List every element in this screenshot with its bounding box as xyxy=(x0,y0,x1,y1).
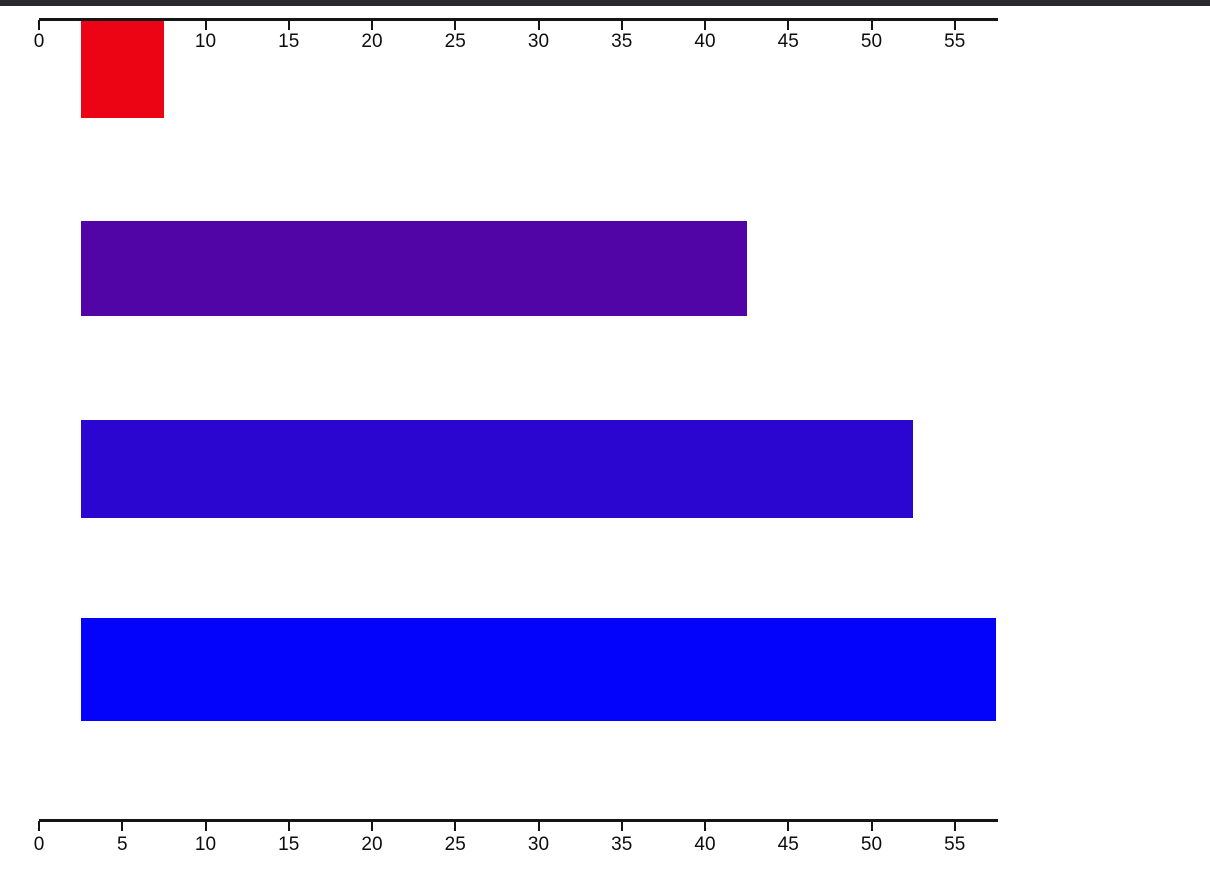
bottom-axis-tick xyxy=(454,821,457,831)
bottom-axis-tick xyxy=(371,821,373,831)
bottom-axis-tick-label: 55 xyxy=(944,834,966,855)
top-axis-tick-label: 20 xyxy=(361,31,383,52)
top-axis-tick xyxy=(38,20,40,30)
top-axis-tick-label: 10 xyxy=(194,31,217,52)
bottom-axis-tick xyxy=(38,821,40,831)
bottom-axis-tick-label: 45 xyxy=(777,834,799,855)
bottom-axis-tick xyxy=(870,821,873,831)
top-axis-tick xyxy=(787,20,790,30)
top-axis-tick xyxy=(287,20,290,30)
bottom-axis-tick xyxy=(787,821,790,831)
top-axis-tick-label: 35 xyxy=(611,31,633,52)
bottom-axis-tick-label: 25 xyxy=(444,834,466,855)
bottom-axis-tick-label: 20 xyxy=(361,834,383,855)
top-axis-tick-label: 40 xyxy=(694,31,716,52)
bottom-axis-tick xyxy=(953,821,956,831)
top-axis-tick xyxy=(870,20,873,30)
bottom-axis-tick-label: 35 xyxy=(611,834,633,855)
window-top-border xyxy=(0,0,1210,6)
top-axis-line xyxy=(39,17,999,21)
top-axis-tick-label: 45 xyxy=(777,31,799,52)
bottom-axis-tick xyxy=(704,821,706,831)
top-axis-tick-label: 0 xyxy=(33,31,45,52)
top-axis-tick xyxy=(537,20,540,30)
bar xyxy=(80,618,997,721)
bottom-axis-tick-label: 50 xyxy=(860,834,883,855)
top-axis-tick xyxy=(953,20,956,30)
top-axis-tick-label: 30 xyxy=(527,31,550,52)
top-axis-tick-label: 50 xyxy=(860,31,883,52)
bar xyxy=(80,20,164,118)
bottom-axis-tick xyxy=(287,821,290,831)
bottom-axis-tick-label: 40 xyxy=(694,834,716,855)
bottom-axis-tick-label: 15 xyxy=(278,834,300,855)
bar xyxy=(80,420,914,518)
top-axis-tick-label: 15 xyxy=(278,31,300,52)
top-axis-tick xyxy=(704,20,706,30)
top-axis-tick xyxy=(204,20,207,30)
top-axis-tick xyxy=(371,20,373,30)
bottom-axis-tick xyxy=(537,821,540,831)
bar xyxy=(80,221,747,316)
bottom-axis-tick xyxy=(121,821,124,831)
bottom-axis-line xyxy=(39,818,999,822)
top-axis-tick-label: 25 xyxy=(444,31,466,52)
bottom-axis-tick-label: 0 xyxy=(33,834,45,855)
bottom-axis-tick-label: 5 xyxy=(116,834,128,855)
bottom-axis-tick xyxy=(204,821,207,831)
bottom-axis-tick xyxy=(620,821,623,831)
top-axis-tick xyxy=(454,20,457,30)
top-axis-tick-label: 55 xyxy=(944,31,966,52)
bottom-axis-tick-label: 10 xyxy=(194,834,217,855)
bottom-axis-tick-label: 30 xyxy=(527,834,550,855)
top-axis-tick xyxy=(620,20,623,30)
